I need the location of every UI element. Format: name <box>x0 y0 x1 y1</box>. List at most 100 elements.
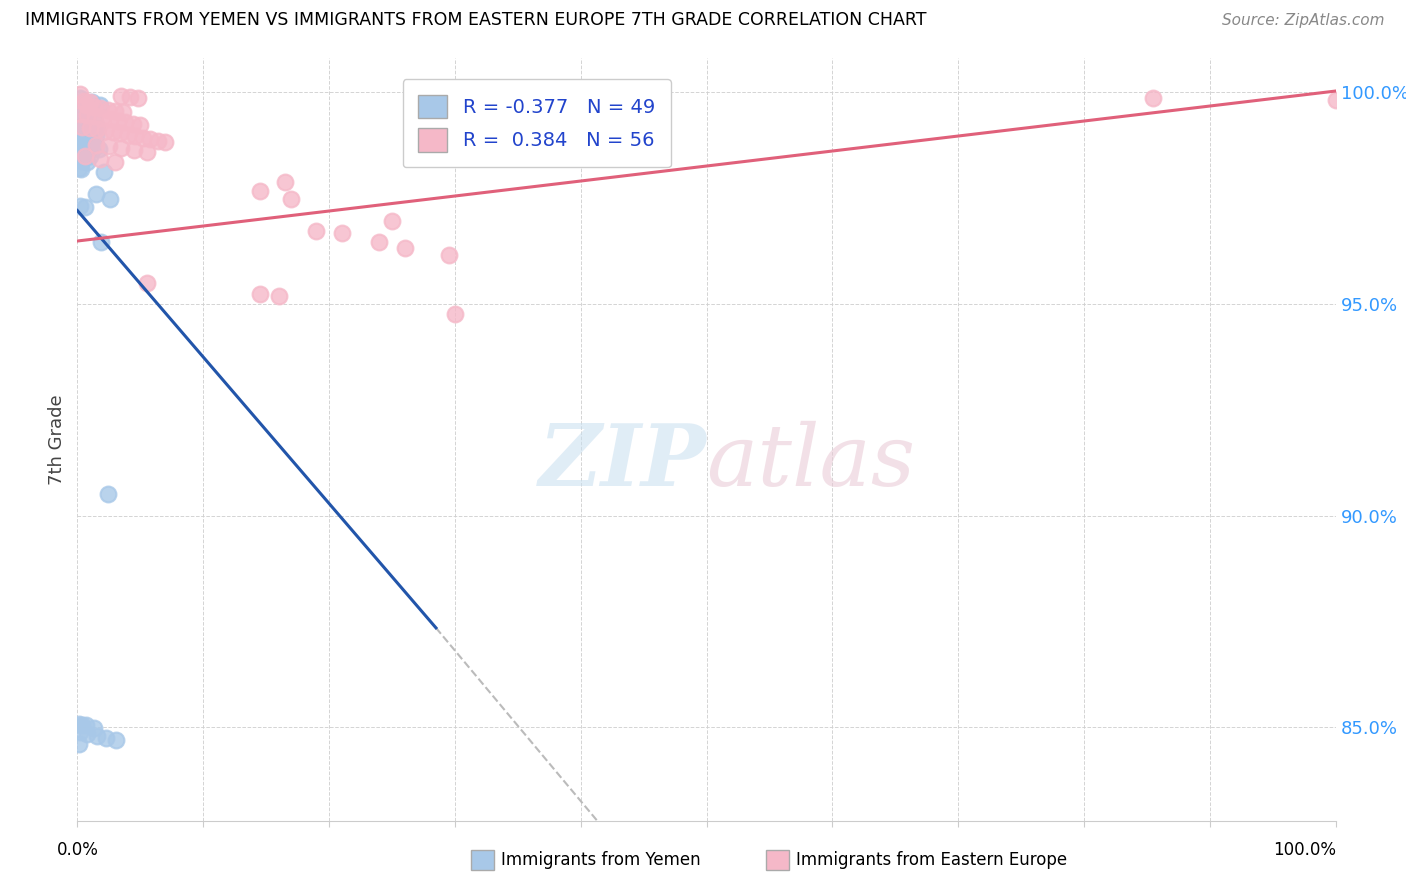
Point <box>75 102 97 116</box>
Point <box>72 110 94 124</box>
Point <box>84 187 107 202</box>
Point <box>139 132 162 146</box>
Point <box>70 107 93 121</box>
Point <box>83 721 105 735</box>
Legend: R = -0.377   N = 49, R =  0.384   N = 56: R = -0.377 N = 49, R = 0.384 N = 56 <box>402 79 671 168</box>
Point <box>267 289 290 303</box>
Point <box>368 235 391 250</box>
Point <box>120 90 142 104</box>
Point <box>97 139 120 153</box>
Point <box>114 115 136 129</box>
Point <box>72 137 94 152</box>
Point <box>77 127 100 141</box>
Point <box>90 235 112 250</box>
Point <box>73 149 96 163</box>
Point <box>280 192 302 206</box>
Point <box>84 137 107 152</box>
Point <box>96 103 118 117</box>
Point <box>83 141 105 155</box>
Point <box>135 277 157 291</box>
Point <box>132 130 155 145</box>
Point <box>129 118 152 132</box>
Point <box>67 136 90 151</box>
Point <box>330 226 353 240</box>
Point <box>107 113 129 128</box>
Point <box>73 200 96 214</box>
Point <box>79 120 101 134</box>
Point <box>75 718 97 732</box>
Text: atlas: atlas <box>707 421 915 503</box>
Point <box>89 98 111 112</box>
Point <box>84 114 107 128</box>
Point <box>104 154 127 169</box>
Point <box>83 100 105 114</box>
Point <box>83 120 105 135</box>
Point <box>69 724 91 739</box>
Point <box>86 122 108 136</box>
Point <box>87 142 110 156</box>
Point <box>105 733 128 747</box>
Point <box>82 95 104 110</box>
Point <box>96 731 118 745</box>
Text: Source: ZipAtlas.com: Source: ZipAtlas.com <box>1222 13 1385 28</box>
Point <box>101 125 124 139</box>
Point <box>69 119 91 133</box>
Y-axis label: 7th Grade: 7th Grade <box>48 394 66 484</box>
Point <box>249 287 271 301</box>
Point <box>110 89 132 103</box>
Point <box>117 128 139 142</box>
Point <box>89 101 111 115</box>
Point <box>437 248 460 262</box>
Point <box>67 737 90 751</box>
Point <box>122 144 145 158</box>
Point <box>94 124 117 138</box>
Point <box>69 146 91 161</box>
Point <box>93 165 115 179</box>
Point <box>79 95 101 110</box>
Text: Immigrants from Yemen: Immigrants from Yemen <box>501 851 700 869</box>
Point <box>76 112 98 127</box>
Point <box>91 111 114 125</box>
Text: IMMIGRANTS FROM YEMEN VS IMMIGRANTS FROM EASTERN EUROPE 7TH GRADE CORRELATION CH: IMMIGRANTS FROM YEMEN VS IMMIGRANTS FROM… <box>25 11 927 29</box>
Point <box>127 91 149 105</box>
Point <box>274 175 297 189</box>
Point <box>1142 91 1164 105</box>
Point <box>72 120 94 134</box>
Point <box>80 128 103 142</box>
Point <box>79 120 101 135</box>
Text: 100.0%: 100.0% <box>1272 840 1336 858</box>
Point <box>86 122 108 136</box>
Point <box>70 131 93 145</box>
Text: ZIP: ZIP <box>538 420 707 504</box>
Point <box>305 224 328 238</box>
Point <box>82 134 104 148</box>
Point <box>110 141 132 155</box>
Point <box>96 487 118 501</box>
Point <box>73 119 96 133</box>
Point <box>108 127 131 141</box>
Point <box>72 125 94 139</box>
Point <box>76 108 98 122</box>
Point <box>72 718 94 732</box>
Point <box>89 152 111 166</box>
Point <box>75 98 97 112</box>
Point <box>69 199 91 213</box>
Point <box>155 135 177 149</box>
Point <box>86 729 108 743</box>
Point <box>111 105 134 120</box>
Point <box>70 161 93 176</box>
Point <box>76 727 98 741</box>
Point <box>67 161 90 175</box>
Point <box>98 192 121 206</box>
Point <box>67 717 90 731</box>
Point <box>72 153 94 168</box>
Point <box>69 91 91 105</box>
Point <box>121 117 143 131</box>
Point <box>84 110 107 124</box>
Point <box>104 103 127 118</box>
Point <box>394 241 416 255</box>
Point <box>98 112 121 127</box>
Point <box>249 185 271 199</box>
Text: 0.0%: 0.0% <box>56 840 98 858</box>
Text: Immigrants from Eastern Europe: Immigrants from Eastern Europe <box>796 851 1067 869</box>
